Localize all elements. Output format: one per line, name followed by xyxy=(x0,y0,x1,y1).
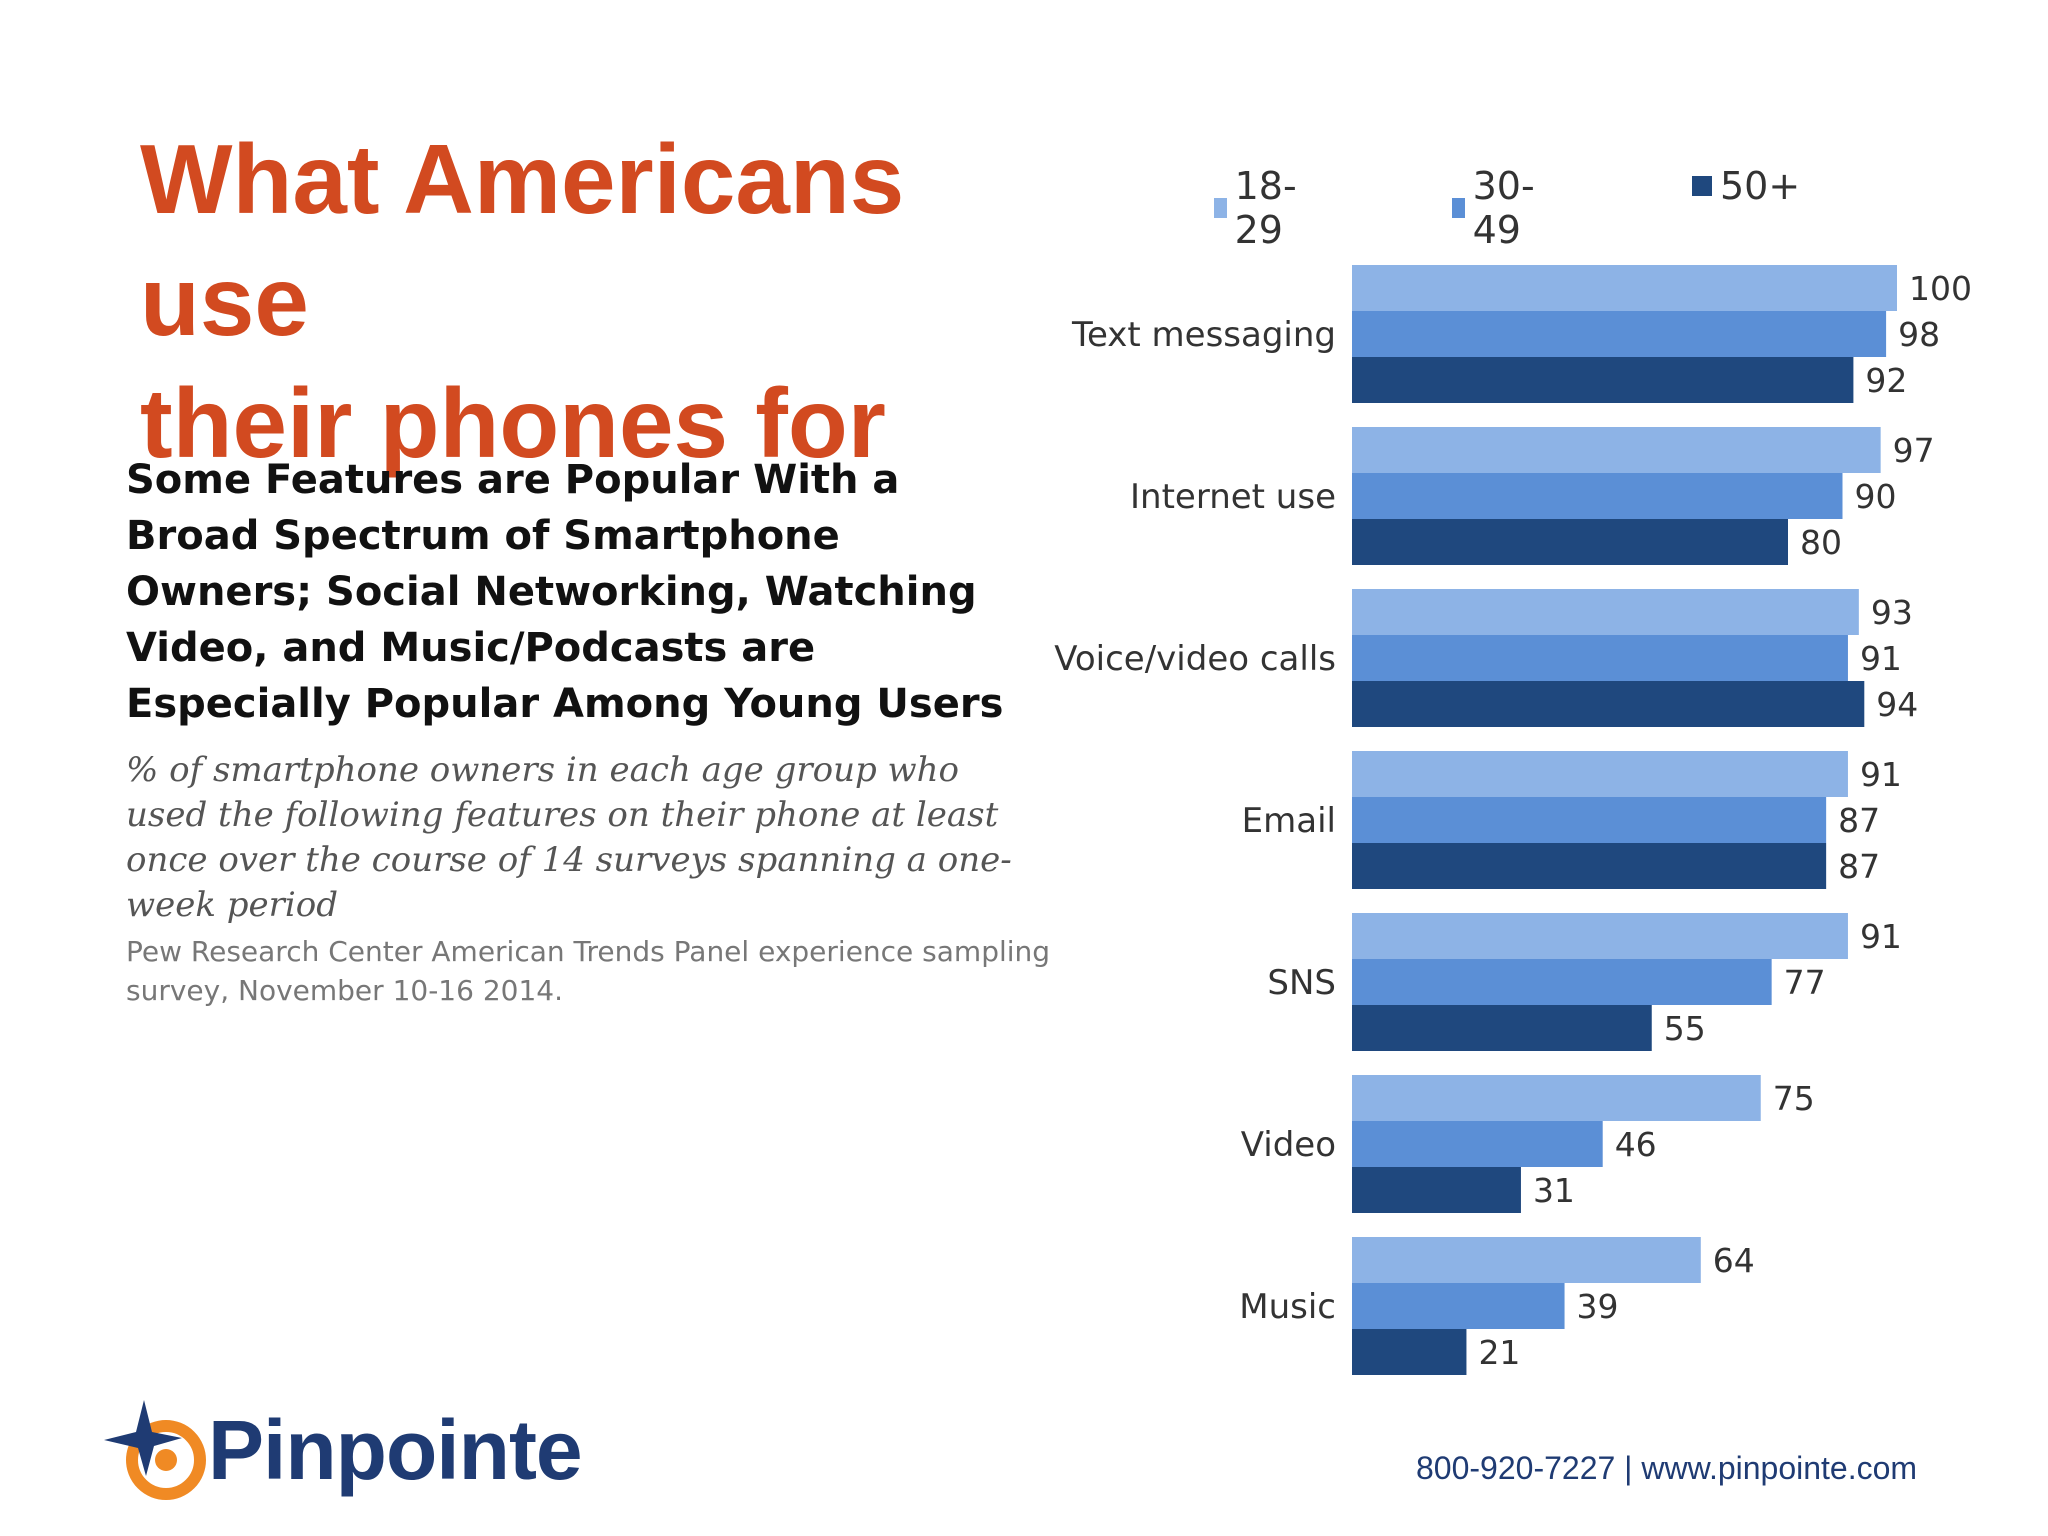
category-label-video: Video xyxy=(1241,1125,1336,1165)
legend-swatch-30-49 xyxy=(1452,198,1465,218)
bar-voice-video-calls-18-29 xyxy=(1352,589,1859,635)
logo-inner-dot xyxy=(155,1449,177,1471)
legend-label-30-49: 30-49 xyxy=(1472,164,1535,252)
data-label-video-50: 31 xyxy=(1533,1171,1575,1210)
category-label-email: Email xyxy=(1242,801,1336,841)
data-label-video-18-29: 75 xyxy=(1773,1079,1815,1118)
data-label-internet-use-18-29: 97 xyxy=(1893,431,1935,470)
bar-internet-use-50 xyxy=(1352,519,1788,565)
bar-text-messaging-50 xyxy=(1352,357,1854,403)
bar-text-messaging-30-49 xyxy=(1352,311,1887,357)
data-label-music-18-29: 64 xyxy=(1713,1241,1755,1280)
data-label-internet-use-50: 80 xyxy=(1800,523,1842,562)
slide-title-line-2: their phones for xyxy=(140,368,886,478)
data-label-sns-18-29: 91 xyxy=(1860,917,1902,956)
data-label-email-50: 87 xyxy=(1838,847,1880,886)
legend-item-50-plus: 50+ xyxy=(1692,164,1800,208)
chart-subheading: % of smartphone owners in each age group… xyxy=(126,750,1012,925)
bar-email-18-29 xyxy=(1352,751,1848,797)
data-label-text-messaging-18-29: 100 xyxy=(1909,269,1972,308)
bar-video-30-49 xyxy=(1352,1121,1603,1167)
data-label-video-30-49: 46 xyxy=(1615,1125,1657,1164)
chart-heading: Some Features are Popular With a Broad S… xyxy=(126,457,1004,727)
slide-title-line-1: What Americans use xyxy=(140,124,905,356)
bar-voice-video-calls-50 xyxy=(1352,681,1865,727)
slide-title: What Americans use their phones for xyxy=(140,118,1100,484)
legend-label-50-plus: 50+ xyxy=(1720,164,1801,208)
data-label-text-messaging-50: 92 xyxy=(1865,361,1907,400)
bar-music-50 xyxy=(1352,1329,1467,1375)
logo-star-shape xyxy=(104,1400,182,1476)
bar-music-18-29 xyxy=(1352,1237,1701,1283)
bar-text-messaging-18-29 xyxy=(1352,265,1897,311)
bar-sns-30-49 xyxy=(1352,959,1772,1005)
logo-wordmark: Pinpointe xyxy=(208,1403,583,1497)
legend-swatch-18-29 xyxy=(1214,198,1227,218)
logo-outer-ring xyxy=(126,1420,206,1500)
data-label-voice-video-calls-18-29: 93 xyxy=(1871,593,1913,632)
category-label-text-messaging: Text messaging xyxy=(1071,315,1336,355)
data-label-email-30-49: 87 xyxy=(1838,801,1880,840)
data-label-email-18-29: 91 xyxy=(1860,755,1902,794)
bar-music-30-49 xyxy=(1352,1283,1565,1329)
category-label-internet-use: Internet use xyxy=(1130,477,1336,517)
data-label-voice-video-calls-30-49: 91 xyxy=(1860,639,1902,678)
bar-sns-50 xyxy=(1352,1005,1652,1051)
legend-item-18-29: 18-29 xyxy=(1214,164,1304,252)
data-label-music-50: 21 xyxy=(1478,1333,1520,1372)
bar-sns-18-29 xyxy=(1352,913,1848,959)
category-label-sns: SNS xyxy=(1267,963,1336,1003)
bar-video-50 xyxy=(1352,1167,1521,1213)
bar-internet-use-18-29 xyxy=(1352,427,1881,473)
bar-video-18-29 xyxy=(1352,1075,1761,1121)
legend-item-30-49: 30-49 xyxy=(1452,164,1542,252)
pinpointe-logo: Pinpointe xyxy=(100,1398,583,1508)
pinpointe-target-icon xyxy=(104,1400,206,1500)
chart-source: Pew Research Center American Trends Pane… xyxy=(126,935,1051,1007)
bar-internet-use-30-49 xyxy=(1352,473,1843,519)
legend-label-18-29: 18-29 xyxy=(1234,164,1297,252)
legend-swatch-50-plus xyxy=(1692,176,1712,196)
bar-chart: Text messaging 100 98 92 Internet use 97 90 80 V… xyxy=(1054,265,1972,1375)
data-label-voice-video-calls-50: 94 xyxy=(1876,685,1918,724)
data-label-internet-use-30-49: 90 xyxy=(1855,477,1897,516)
data-label-sns-30-49: 77 xyxy=(1784,963,1826,1002)
bar-email-50 xyxy=(1352,843,1827,889)
data-label-sns-50: 55 xyxy=(1664,1009,1706,1048)
footer-contact: 800-920-7227 | www.pinpointe.com xyxy=(1416,1450,1918,1486)
data-label-text-messaging-30-49: 98 xyxy=(1898,315,1940,354)
bar-email-30-49 xyxy=(1352,797,1827,843)
data-label-music-30-49: 39 xyxy=(1577,1287,1619,1326)
category-label-music: Music xyxy=(1239,1287,1336,1327)
bar-voice-video-calls-30-49 xyxy=(1352,635,1848,681)
category-label-voice-video-calls: Voice/video calls xyxy=(1054,639,1336,679)
